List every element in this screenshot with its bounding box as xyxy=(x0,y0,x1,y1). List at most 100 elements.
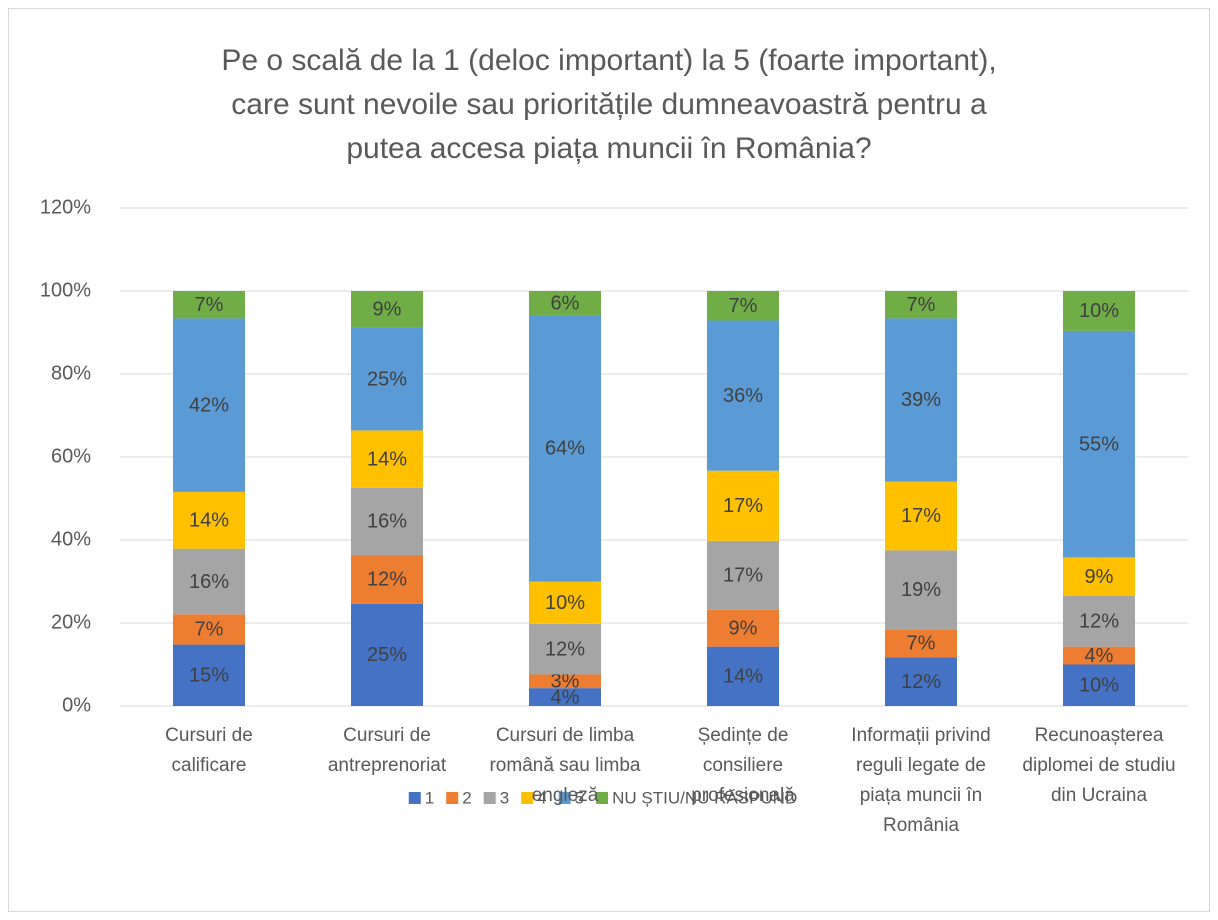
data-label: 55% xyxy=(1079,433,1119,455)
bar-segment xyxy=(351,603,423,706)
y-tick-label: 0% xyxy=(62,694,91,716)
data-label: 4% xyxy=(1085,645,1114,667)
data-label: 17% xyxy=(723,495,763,517)
y-tick-label: 100% xyxy=(40,279,91,301)
bar-segment xyxy=(885,657,957,706)
data-label: 64% xyxy=(545,438,585,460)
data-label: 7% xyxy=(907,633,936,655)
bar-segment xyxy=(529,581,601,624)
data-label: 16% xyxy=(189,571,229,593)
chart-title: Pe o scală de la 1 (deloc important) la … xyxy=(221,44,996,77)
y-tick-label: 60% xyxy=(51,445,91,467)
bar-segment xyxy=(707,646,779,706)
data-label: 4% xyxy=(551,686,580,708)
data-label: 19% xyxy=(901,579,941,601)
data-label: 12% xyxy=(901,671,941,693)
legend-swatch xyxy=(521,792,534,804)
data-label: 9% xyxy=(729,617,758,639)
x-tick-label: Informații privind reguli legate de piaț… xyxy=(851,725,991,836)
bar-segment xyxy=(707,320,779,471)
bar-segment xyxy=(529,315,601,582)
bar-segment xyxy=(351,554,423,604)
bar-segment xyxy=(885,291,957,319)
bar-segment xyxy=(173,644,245,706)
legend-swatch xyxy=(558,792,571,804)
bar-segment xyxy=(529,674,601,689)
bar-segment xyxy=(1063,596,1135,647)
bar-segment xyxy=(173,491,245,549)
data-label: 17% xyxy=(723,565,763,587)
chart-title: care sunt nevoile sau prioritățile dumne… xyxy=(231,88,987,121)
x-tick-label: Cursuri de limba română sau limba englez… xyxy=(489,725,641,806)
data-label: 36% xyxy=(723,385,763,407)
legend-label: 5 xyxy=(575,788,584,807)
legend-label: 1 xyxy=(425,788,434,807)
data-label: 25% xyxy=(367,368,407,390)
data-label: 12% xyxy=(367,569,407,591)
data-label: 14% xyxy=(189,510,229,532)
legend-label: 3 xyxy=(500,788,509,807)
data-label: 12% xyxy=(1079,611,1119,633)
data-label: 10% xyxy=(545,592,585,614)
y-tick-label: 20% xyxy=(51,611,91,633)
legend-swatch xyxy=(596,792,609,804)
bar-segment xyxy=(173,548,245,615)
bar-segment xyxy=(707,540,779,610)
bar-segment xyxy=(1063,330,1135,558)
bar-segment xyxy=(351,327,423,431)
bar-segment xyxy=(529,688,601,706)
x-tick-label: Cursuri de calificare xyxy=(165,725,253,776)
bar-segment xyxy=(1063,291,1135,331)
bar-segment xyxy=(885,629,957,658)
bar-segment xyxy=(707,609,779,647)
data-label: 7% xyxy=(907,294,936,316)
bar-segment xyxy=(529,291,601,316)
data-label: 39% xyxy=(901,389,941,411)
chart-title: putea accesa piața muncii în România? xyxy=(346,132,871,165)
data-label: 25% xyxy=(367,644,407,666)
x-tick-label: Cursuri de antreprenoriat xyxy=(327,725,447,776)
bar-segment xyxy=(707,291,779,321)
y-tick-label: 80% xyxy=(51,362,91,384)
bar-segment xyxy=(707,470,779,541)
data-label: 10% xyxy=(1079,300,1119,322)
bar-segment xyxy=(173,614,245,645)
x-tick-label: Ședințe de consiliere profesională xyxy=(691,725,795,806)
bar-segment xyxy=(351,291,423,328)
data-label: 15% xyxy=(189,665,229,687)
bar-segment xyxy=(351,430,423,488)
legend-swatch xyxy=(446,792,459,804)
bar-segment xyxy=(885,550,957,630)
data-label: 42% xyxy=(189,394,229,416)
bar-segment xyxy=(173,291,245,319)
legend-label: NU ȘTIU/NU RĂSPUND xyxy=(612,788,797,807)
data-label: 3% xyxy=(551,671,580,693)
y-tick-label: 40% xyxy=(51,528,91,550)
bar-segment xyxy=(529,623,601,675)
data-label: 10% xyxy=(1079,675,1119,697)
legend-swatch xyxy=(408,792,421,804)
data-label: 7% xyxy=(729,295,758,317)
data-label: 14% xyxy=(367,448,407,470)
data-label: 14% xyxy=(723,666,763,688)
bar-segment xyxy=(1063,646,1135,665)
data-label: 12% xyxy=(545,638,585,660)
legend-swatch xyxy=(483,792,496,804)
data-label: 9% xyxy=(373,299,402,321)
data-label: 7% xyxy=(195,619,224,641)
x-tick-label: Recunoașterea diplomei de studiu din Ucr… xyxy=(1022,725,1176,806)
bar-segment xyxy=(351,487,423,555)
legend-label: 2 xyxy=(462,788,471,807)
bar-segment xyxy=(1063,664,1135,706)
bar-segment xyxy=(1063,557,1135,597)
data-label: 6% xyxy=(551,292,580,314)
data-label: 7% xyxy=(195,294,224,316)
bar-segment xyxy=(173,318,245,492)
y-tick-label: 120% xyxy=(40,196,91,218)
bar-segment xyxy=(885,318,957,482)
legend-label: 4 xyxy=(537,788,546,807)
bar-segment xyxy=(885,481,957,551)
data-label: 16% xyxy=(367,511,407,533)
